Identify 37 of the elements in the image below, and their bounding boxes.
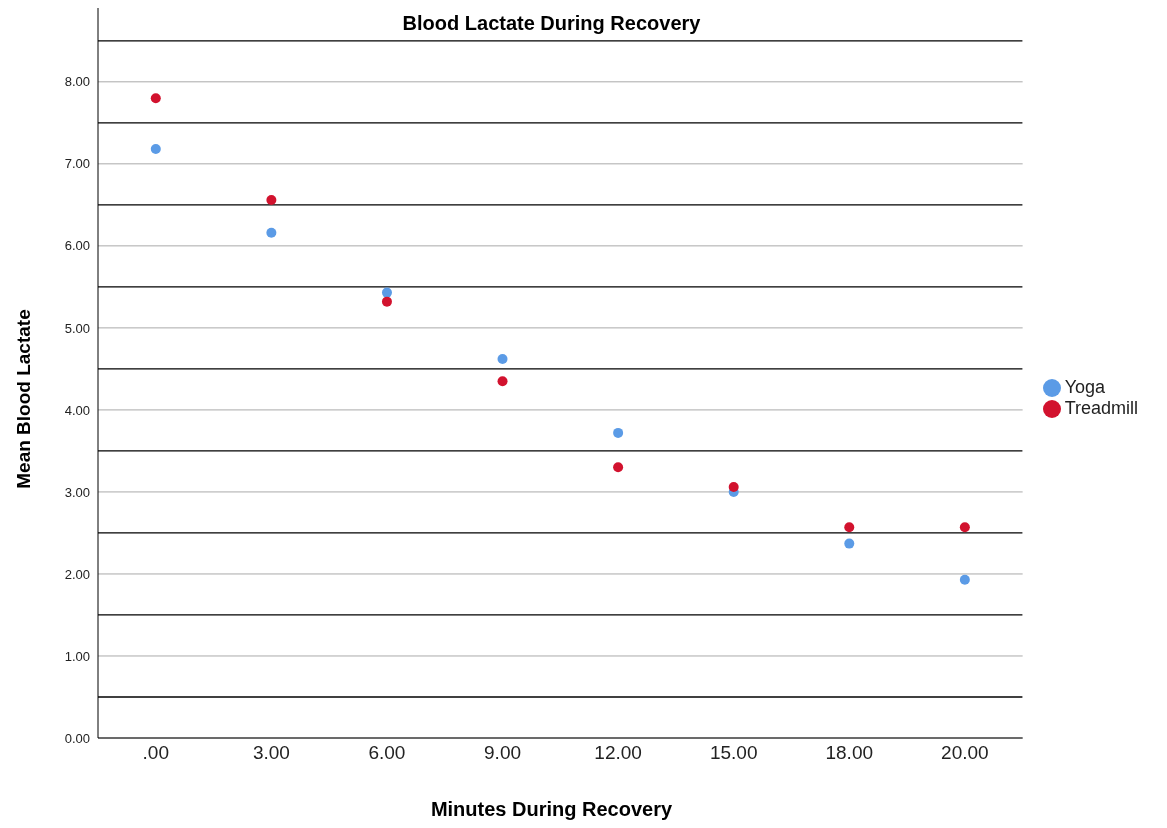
point: [959, 574, 970, 585]
x-tick-label: 6.00: [368, 742, 406, 764]
point: [497, 376, 508, 387]
point: [266, 194, 277, 205]
legend-label: Yoga: [1064, 377, 1106, 397]
x-tick-label: 3.00: [252, 742, 290, 764]
y-tick-label: 0.00: [64, 730, 90, 746]
y-axis-title: Mean Blood Lactate: [13, 309, 35, 489]
x-tick-label: 12.00: [594, 742, 642, 764]
y-tick-label: 1.00: [64, 648, 90, 664]
y-tick-label: 5.00: [64, 320, 90, 336]
point: [613, 427, 624, 438]
point: [266, 227, 277, 238]
y-tick-label: 8.00: [64, 74, 90, 90]
y-tick-label: 6.00: [64, 238, 90, 254]
y-tick-label: 3.00: [64, 484, 90, 500]
x-tick-label: 15.00: [709, 742, 758, 764]
point: [959, 522, 970, 533]
y-tick-label: 2.00: [64, 566, 90, 582]
point: [844, 538, 855, 549]
chart-title: Blood Lactate During Recovery: [401, 12, 702, 35]
point: [150, 93, 161, 104]
legend-label: Treadmill: [1064, 398, 1138, 418]
x-tick-label: .00: [142, 742, 169, 764]
point: [844, 522, 855, 533]
x-axis-title: Minutes During Recovery: [429, 798, 674, 821]
x-tick-label: 9.00: [484, 742, 522, 764]
x-tick-label: 20.00: [941, 742, 989, 764]
point: [728, 482, 739, 493]
x-tick-label: 18.00: [825, 742, 874, 764]
y-tick-label: 4.00: [64, 402, 90, 418]
point: [497, 354, 508, 365]
point: [613, 462, 624, 473]
point: [381, 287, 392, 298]
point: [150, 144, 161, 155]
point: [381, 296, 392, 307]
y-tick-label: 7.00: [64, 156, 90, 172]
